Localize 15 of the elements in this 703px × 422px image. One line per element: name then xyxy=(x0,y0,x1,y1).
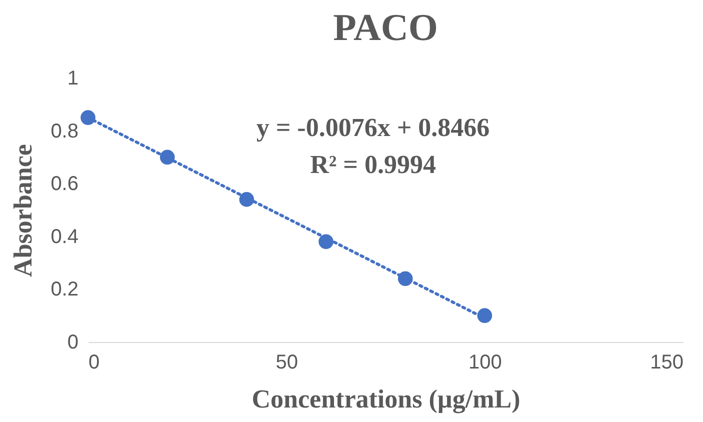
x-tick-label: 100 xyxy=(468,352,502,374)
y-axis-title: Absorbance xyxy=(8,144,38,277)
chart-title: PACO xyxy=(333,7,438,49)
x-tick-label: 50 xyxy=(276,352,298,374)
x-tick-label: 0 xyxy=(88,352,100,374)
y-tick-label: 0.6 xyxy=(50,173,78,196)
y-tick-label: 0 xyxy=(67,332,78,354)
x-axis-title: Concentrations (µg/mL) xyxy=(252,384,520,414)
y-tick-label: 0.4 xyxy=(50,226,78,248)
y-tick-label: 0.2 xyxy=(50,278,78,301)
annotation: y = -0.0076x + 0.8466 xyxy=(256,113,490,142)
annotation: R² = 0.9994 xyxy=(310,150,436,179)
y-tick-label: 1 xyxy=(67,68,78,90)
y-tick-label: 0.8 xyxy=(50,120,78,142)
x-tick-label: 150 xyxy=(650,352,684,374)
